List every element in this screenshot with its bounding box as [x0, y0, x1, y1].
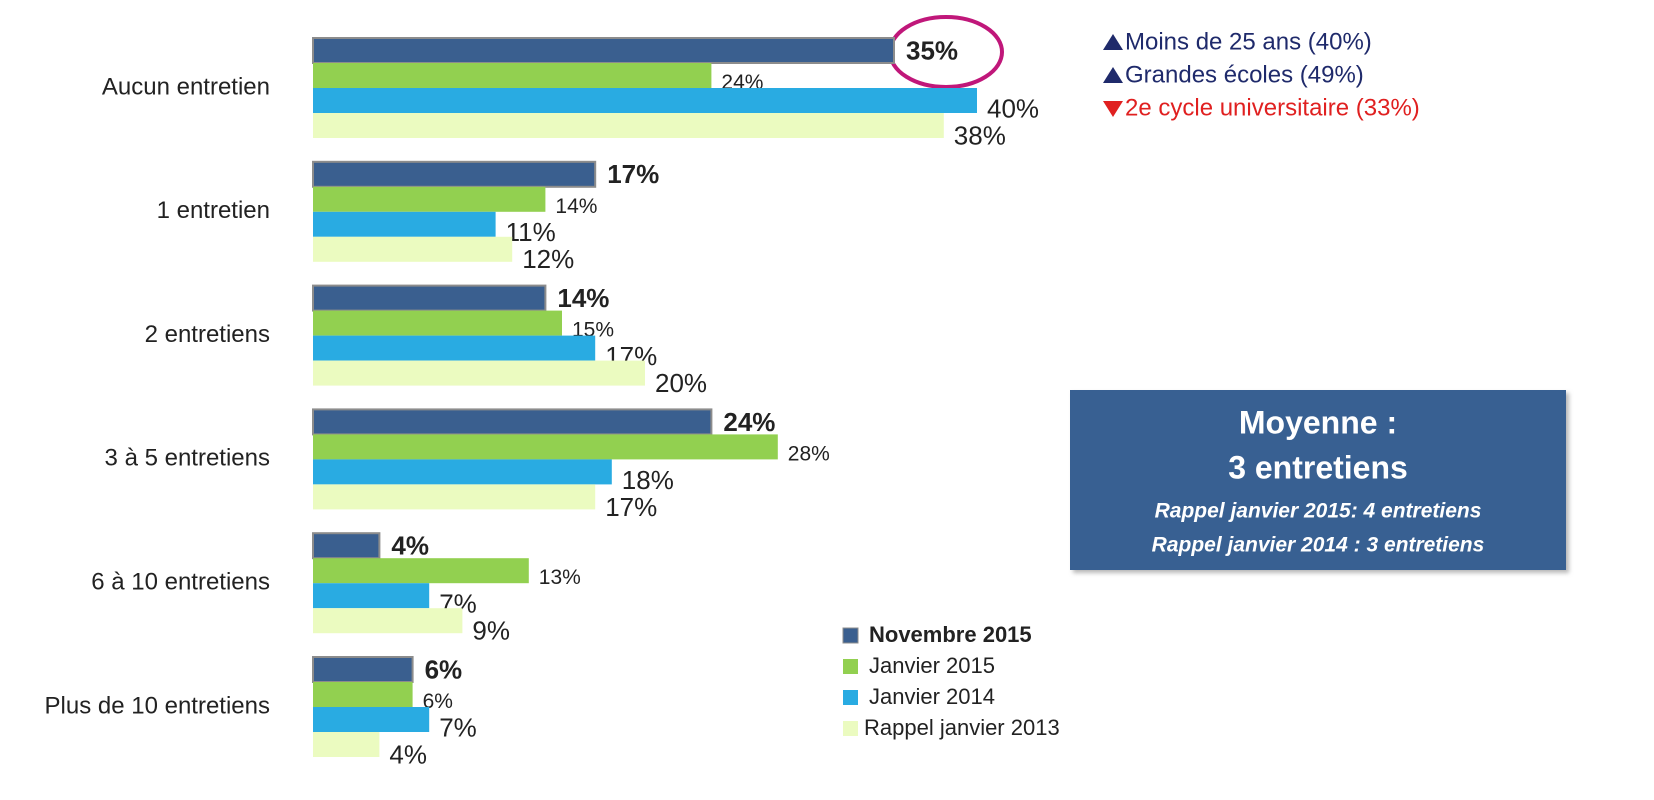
bar [313, 310, 562, 336]
annotation: 2e cycle universitaire (33%) [1125, 94, 1420, 121]
category-label: 3 à 5 entretiens [105, 445, 270, 472]
bar [313, 459, 612, 485]
legend-label: Janvier 2014 [869, 684, 995, 709]
category-label: Aucun entretien [102, 73, 270, 100]
bar [313, 707, 430, 732]
bar [313, 434, 778, 460]
bar [313, 63, 712, 88]
value-label: 6% [425, 654, 463, 684]
category-label: Plus de 10 entretiens [45, 692, 270, 719]
bar [313, 583, 430, 609]
annotation-arrow [1103, 101, 1123, 117]
bar [313, 360, 645, 386]
value-label: 14% [555, 195, 597, 218]
bar [313, 113, 944, 138]
bar [313, 558, 529, 584]
bar [313, 186, 546, 212]
summary-note: Rappel janvier 2015: 4 entretiens [1155, 500, 1482, 523]
summary-note: Rappel janvier 2014 : 3 entretiens [1152, 534, 1485, 557]
bar [312, 37, 895, 64]
summary-title: Moyenne : [1239, 404, 1397, 440]
bar [312, 656, 414, 683]
annotation-arrow [1103, 67, 1123, 83]
value-label: 4% [391, 531, 429, 561]
value-label: 6% [423, 690, 453, 713]
value-label: 17% [605, 492, 657, 522]
value-label: 12% [522, 244, 574, 274]
bar [313, 732, 380, 757]
value-label: 18% [622, 465, 674, 495]
value-label: 13% [539, 566, 581, 589]
value-label: 4% [389, 739, 427, 769]
summary-value: 3 entretiens [1228, 449, 1408, 485]
value-label: 7% [439, 712, 477, 742]
value-label: 9% [472, 616, 510, 646]
bar [313, 484, 596, 510]
legend-swatch [843, 690, 858, 705]
bar [312, 284, 547, 312]
bar [312, 408, 713, 436]
category-label: 6 à 10 entretiens [91, 569, 270, 596]
value-label: 14% [557, 283, 609, 313]
bar [312, 160, 597, 188]
legend-label: Novembre 2015 [869, 622, 1032, 647]
bar [313, 608, 463, 634]
value-label: 38% [954, 120, 1006, 150]
bar [313, 335, 596, 361]
annotation-arrow [1103, 34, 1123, 50]
annotation: Moins de 25 ans (40%) [1125, 28, 1372, 55]
bar [312, 532, 381, 560]
value-label: 20% [655, 368, 707, 398]
legend-swatch [843, 659, 858, 674]
value-label: 17% [607, 159, 659, 189]
legend-label: Rappel janvier 2013 [864, 715, 1060, 740]
bar [313, 236, 513, 262]
legend-label: Janvier 2015 [869, 653, 995, 678]
legend-swatch [843, 721, 858, 736]
summary-box [1070, 390, 1566, 570]
value-label: 28% [788, 442, 830, 465]
bar [313, 88, 977, 113]
bar [313, 211, 496, 237]
value-label: 24% [723, 407, 775, 437]
value-label: 11% [506, 217, 556, 247]
annotation: Grandes écoles (49%) [1125, 61, 1364, 88]
value-label: 40% [987, 93, 1039, 123]
category-label: 1 entretien [157, 197, 270, 224]
legend-swatch [842, 627, 859, 644]
bar [313, 682, 413, 707]
value-label: 35% [906, 35, 958, 65]
category-label: 2 entretiens [145, 321, 270, 348]
